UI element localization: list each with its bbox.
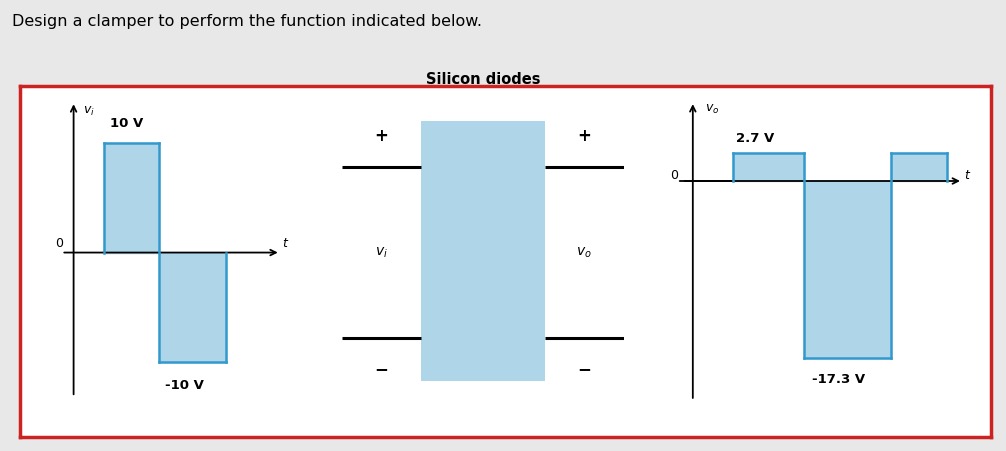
Text: $v_o$: $v_o$ [576,245,593,260]
Text: -10 V: -10 V [165,378,204,391]
Text: 0: 0 [54,237,62,250]
Text: −: − [374,360,388,378]
Text: 0: 0 [671,170,678,182]
Text: $t$: $t$ [282,237,289,250]
Text: Design a clamper to perform the function indicated below.: Design a clamper to perform the function… [12,14,482,28]
Text: $v_i$: $v_i$ [82,105,95,118]
Text: +: + [577,127,592,145]
Bar [421,121,545,382]
Text: -17.3 V: -17.3 V [812,373,865,386]
Text: 2.7 V: 2.7 V [736,132,775,145]
Text: +: + [374,127,388,145]
Text: $t$: $t$ [965,170,972,182]
Text: $v_i$: $v_i$ [375,245,388,260]
Text: −: − [577,360,592,378]
Text: Silicon diodes: Silicon diodes [426,72,540,87]
Text: $v_o$: $v_o$ [705,103,719,116]
Text: 10 V: 10 V [110,117,144,130]
